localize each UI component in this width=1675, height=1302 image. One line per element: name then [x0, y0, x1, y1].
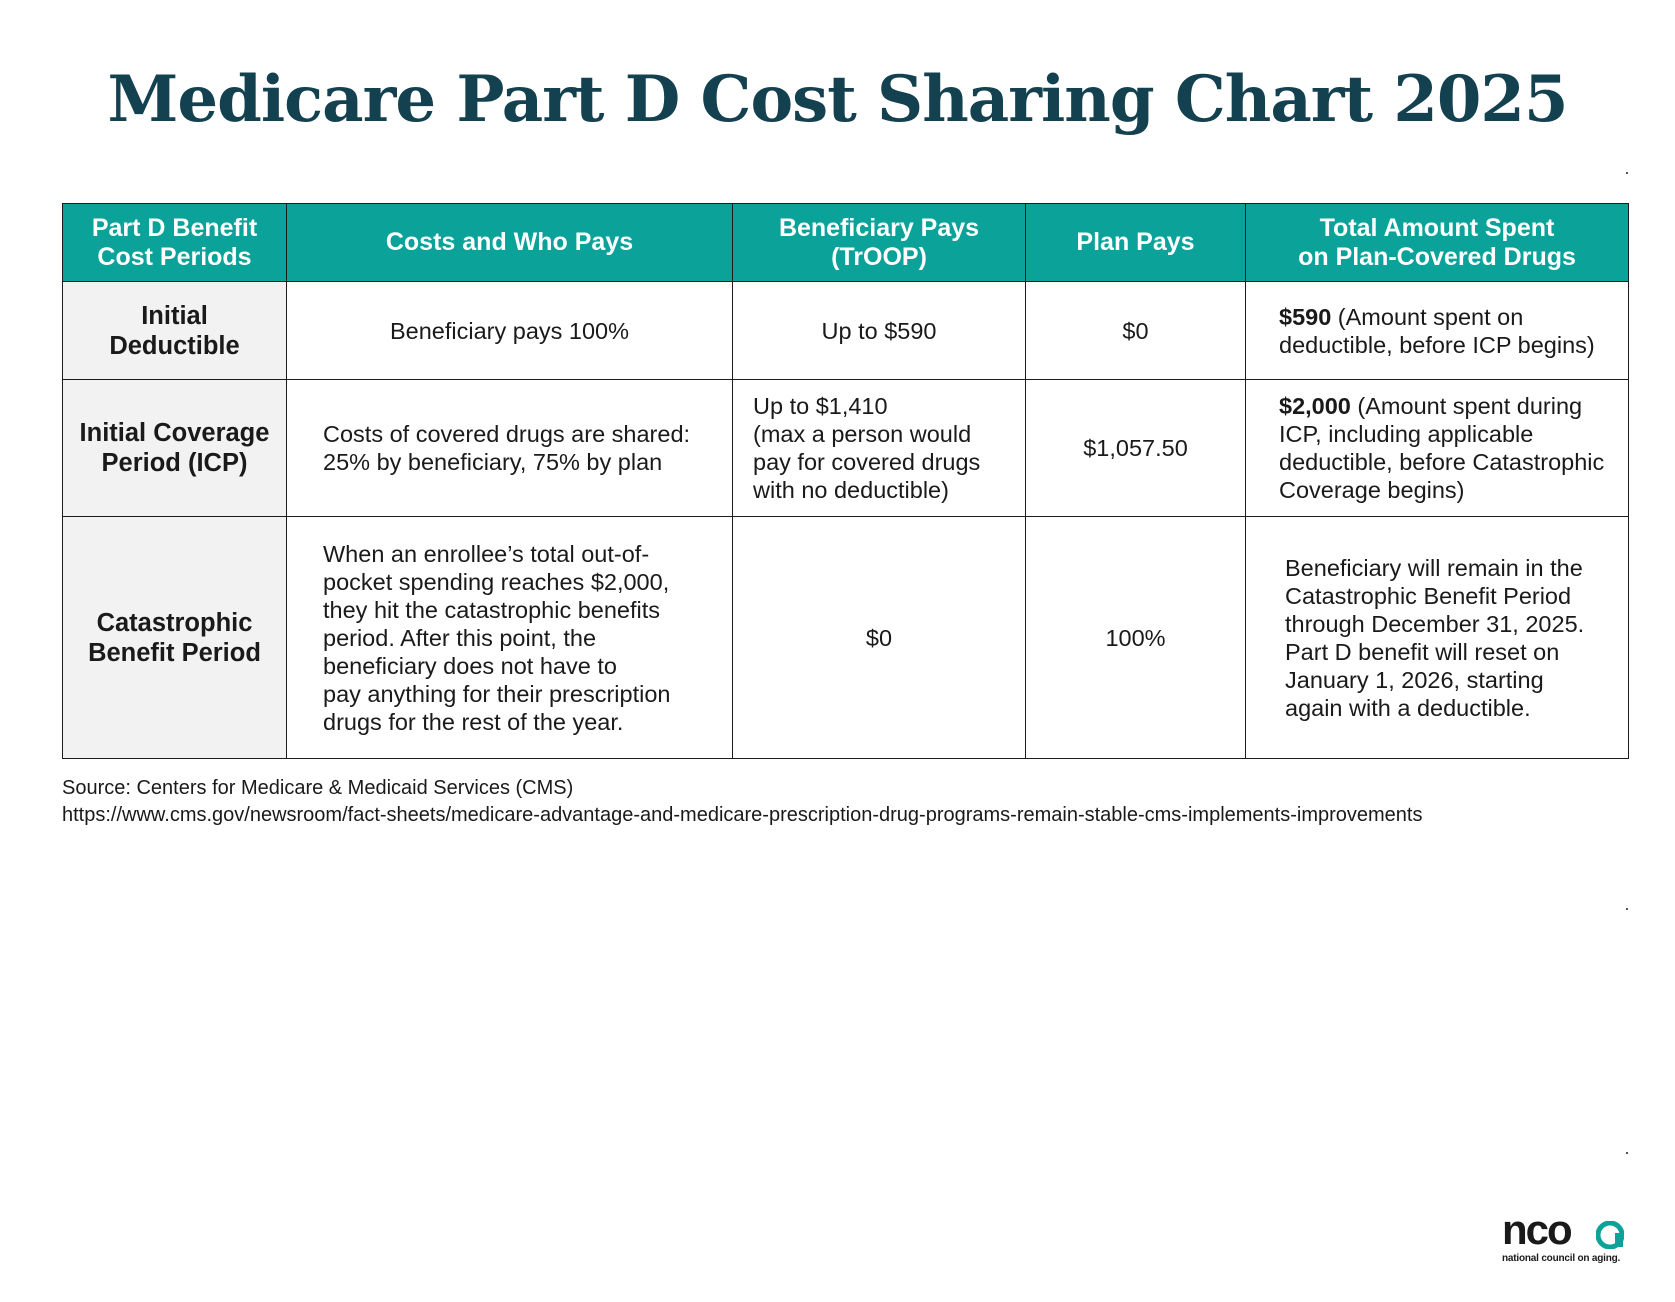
- plan-cell: 100%: [1025, 516, 1246, 759]
- header-period: Part D Benefit Cost Periods: [62, 203, 287, 282]
- costs-cell: Costs of covered drugs are shared: 25% b…: [286, 379, 733, 517]
- costs-cell: Beneficiary pays 100%: [286, 281, 733, 380]
- header-costs: Costs and Who Pays: [286, 203, 733, 282]
- table-row: Initial Deductible Beneficiary pays 100%…: [62, 281, 1629, 380]
- costs-cell: When an enrollee’s total out-of- pocket …: [286, 516, 733, 759]
- logo-a-mark-icon: [1596, 1221, 1624, 1249]
- page-title: Medicare Part D Cost Sharing Chart 2025: [107, 62, 1569, 137]
- table-header-row: Part D Benefit Cost Periods Costs and Wh…: [62, 203, 1629, 282]
- header-total-spent: Total Amount Spent on Plan-Covered Drugs: [1245, 203, 1629, 282]
- source-line: Source: Centers for Medicare & Medicaid …: [62, 777, 574, 799]
- total-cell: Beneficiary will remain in the Catastrop…: [1245, 516, 1629, 759]
- period-cell: Catastrophic Benefit Period: [62, 516, 287, 759]
- beneficiary-cell: Up to $1,410 (max a person would pay for…: [732, 379, 1026, 517]
- total-cell: $2,000 (Amount spent during ICP, includi…: [1245, 379, 1629, 517]
- ncoa-logo: nco national council on aging.: [1502, 1206, 1626, 1266]
- total-cell: $590 (Amount spent on deductible, before…: [1245, 281, 1629, 380]
- logo-wordmark: nco: [1502, 1206, 1573, 1253]
- period-cell: Initial Coverage Period (ICP): [62, 379, 287, 517]
- margin-dot: [1626, 1152, 1628, 1154]
- header-beneficiary-pays: Beneficiary Pays (TrOOP): [732, 203, 1026, 282]
- table-row: Initial Coverage Period (ICP) Costs of c…: [62, 379, 1629, 517]
- cost-sharing-table: Part D Benefit Cost Periods Costs and Wh…: [62, 203, 1629, 759]
- source-note: Source: Centers for Medicare & Medicaid …: [62, 775, 1422, 829]
- margin-dot: [1626, 908, 1628, 910]
- beneficiary-cell: $0: [732, 516, 1026, 759]
- beneficiary-cell: Up to $590: [732, 281, 1026, 380]
- plan-cell: $0: [1025, 281, 1246, 380]
- plan-cell: $1,057.50: [1025, 379, 1246, 517]
- period-cell: Initial Deductible: [62, 281, 287, 380]
- margin-dot: [1626, 172, 1628, 174]
- header-plan-pays: Plan Pays: [1025, 203, 1246, 282]
- table-row: Catastrophic Benefit Period When an enro…: [62, 516, 1629, 759]
- source-url: https://www.cms.gov/newsroom/fact-sheets…: [62, 804, 1423, 826]
- logo-tagline: national council on aging.: [1502, 1253, 1621, 1264]
